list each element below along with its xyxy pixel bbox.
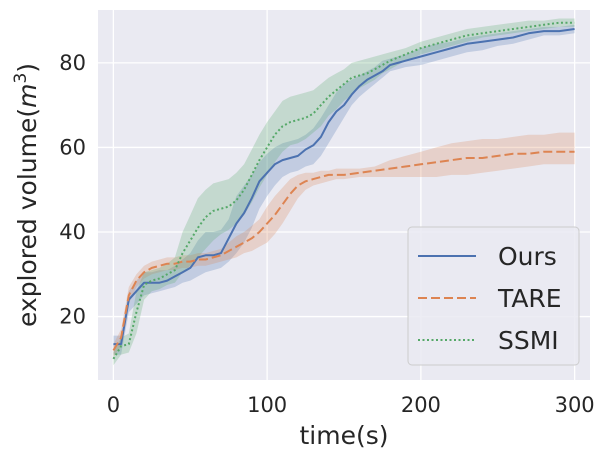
legend-box [407, 226, 580, 366]
tare-line [112, 150, 575, 351]
confidence-bands [113, 18, 575, 366]
y-axis-label: explored volume(m3) [11, 63, 42, 327]
legend-label-ours: Ours [498, 242, 557, 271]
x-tick-label: 0 [107, 393, 120, 417]
y-tick-label: 80 [59, 51, 86, 75]
x-tick-label: 300 [555, 393, 595, 417]
y-tick-label: 40 [59, 220, 86, 244]
ssmi-line [112, 21, 575, 360]
y-axis-label-variable: m [13, 84, 42, 108]
y-axis-label-close: ) [13, 63, 42, 73]
legend: Ours TARE SSMI [407, 226, 580, 366]
y-axis-label-exponent: 3 [11, 73, 31, 84]
legend-label-tare: TARE [497, 284, 562, 313]
y-tick-label: 20 [59, 305, 86, 329]
y-tick-label: 60 [59, 135, 86, 159]
x-axis-label: time(s) [299, 421, 388, 450]
x-tick-label: 200 [401, 393, 441, 417]
legend-label-ssmi: SSMI [498, 326, 559, 355]
series-lines [112, 21, 575, 360]
tare-confidence-band [113, 132, 575, 357]
x-axis-ticks: 0 100 200 300 [107, 393, 595, 417]
ssmi-confidence-band [113, 18, 575, 366]
ours-confidence-band [113, 24, 575, 355]
y-axis-label-base: explored volume( [13, 108, 42, 327]
x-tick-label: 100 [247, 393, 287, 417]
ours-line [113, 28, 575, 346]
y-axis-ticks: 20 40 60 80 [59, 51, 86, 329]
